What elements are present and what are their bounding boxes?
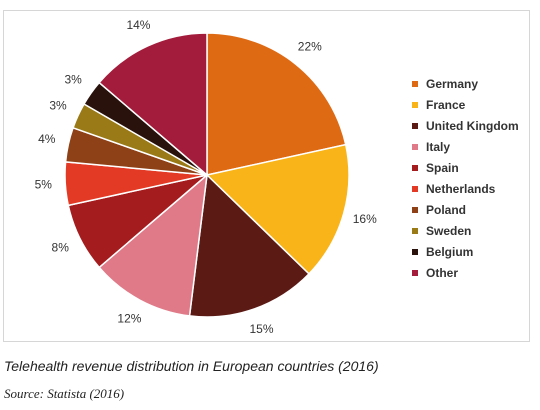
legend-label: Belgium — [426, 244, 474, 259]
legend-item-italy: Italy — [412, 136, 519, 157]
pie-slice-other — [98, 32, 208, 177]
figure-caption: Telehealth revenue distribution in Europ… — [4, 358, 379, 374]
slice-label-italy: 12% — [117, 312, 141, 326]
legend-item-belgium: Belgium — [412, 241, 519, 262]
pie-slices — [64, 32, 350, 318]
slice-label-poland: 4% — [38, 132, 56, 146]
legend-swatch — [412, 248, 418, 255]
legend-swatch — [412, 164, 418, 171]
legend-item-netherlands: Netherlands — [412, 178, 519, 199]
slice-label-netherlands: 5% — [35, 177, 53, 191]
legend-label: Poland — [426, 202, 467, 217]
legend-swatch — [412, 185, 418, 192]
legend-swatch — [412, 143, 418, 150]
legend: Germany France United Kingdom Italy Spain Net… — [412, 73, 519, 283]
legend-label: Italy — [426, 139, 451, 154]
legend-item-spain: Spain — [412, 157, 519, 178]
pie-slice-united-kingdom — [188, 173, 311, 318]
legend-swatch — [412, 269, 418, 276]
legend-swatch — [412, 80, 418, 87]
legend-swatch — [412, 101, 418, 108]
legend-item-poland: Poland — [412, 199, 519, 220]
slice-label-united-kingdom: 15% — [249, 322, 273, 336]
slice-label-sweden: 3% — [49, 99, 67, 113]
pie-labels: 22% 16% 15% 12% 8% 5% 4% 3% 3% 14% — [35, 18, 377, 336]
legend-label: Other — [426, 265, 459, 280]
legend-label: Spain — [426, 160, 459, 175]
legend-item-other: Other — [412, 262, 519, 283]
figure-source: Source: Statista (2016) — [4, 386, 125, 401]
slice-label-france: 16% — [353, 212, 377, 226]
legend-label: Germany — [426, 76, 479, 91]
legend-label: Netherlands — [426, 181, 496, 196]
legend-item-sweden: Sweden — [412, 220, 519, 241]
legend-swatch — [412, 122, 418, 129]
slice-label-germany: 22% — [298, 39, 322, 53]
pie-slice-france — [205, 143, 350, 275]
legend-label: Sweden — [426, 223, 472, 238]
legend-swatch — [412, 206, 418, 213]
legend-swatch — [412, 227, 418, 234]
slice-label-spain: 8% — [52, 240, 70, 254]
legend-item-germany: Germany — [412, 73, 519, 94]
pie-slice-italy — [98, 173, 208, 317]
legend-label: United Kingdom — [426, 118, 519, 133]
legend-item-united-kingdom: United Kingdom — [412, 115, 519, 136]
legend-label: France — [426, 97, 466, 112]
pie-slice-germany — [206, 32, 347, 176]
slice-label-other: 14% — [126, 18, 150, 32]
slice-label-belgium: 3% — [64, 72, 82, 86]
legend-item-france: France — [412, 94, 519, 115]
